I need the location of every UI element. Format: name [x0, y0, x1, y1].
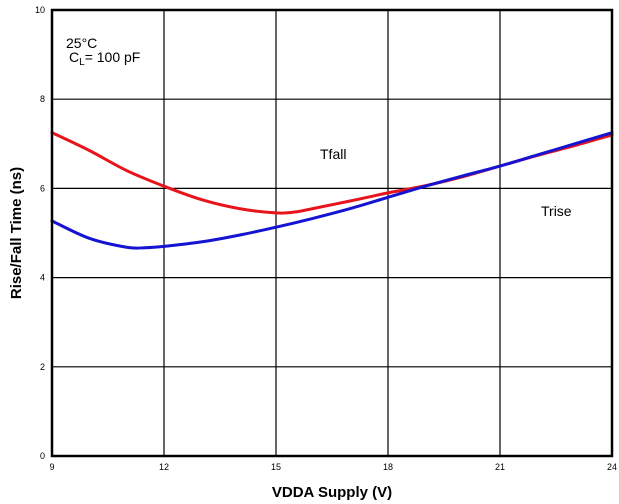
trise-label: Trise: [541, 203, 572, 219]
plot-frame: [50, 8, 614, 458]
x-tick-label: 24: [607, 462, 617, 472]
series-line-trise: [50, 131, 614, 250]
load-prefix: C: [69, 49, 79, 65]
temperature-annotation: 25°C: [66, 35, 97, 51]
y-tick-label: 6: [40, 183, 45, 193]
series-layer: [50, 131, 614, 250]
x-tick-label: 15: [271, 462, 281, 472]
load-capacitance-annotation: CL= 100 pF: [69, 49, 140, 68]
load-value: = 100 pF: [85, 49, 141, 65]
y-tick-label: 0: [40, 451, 45, 461]
x-axis-title: VDDA Supply (V): [272, 484, 392, 501]
x-tick-label: 18: [383, 462, 393, 472]
y-tick-label: 8: [40, 94, 45, 104]
y-tick-label: 4: [40, 273, 45, 283]
tfall-label: Tfall: [320, 146, 346, 162]
x-tick-label: 9: [49, 462, 54, 472]
y-tick-label: 2: [40, 362, 45, 372]
series-line-tfall: [50, 131, 614, 215]
y-tick-label: 10: [35, 5, 45, 15]
grid: [52, 10, 612, 456]
y-axis-title: Rise/Fall Time (ns): [8, 167, 25, 299]
x-tick-label: 21: [495, 462, 505, 472]
load-subscript: L: [79, 57, 85, 68]
x-tick-label: 12: [159, 462, 169, 472]
